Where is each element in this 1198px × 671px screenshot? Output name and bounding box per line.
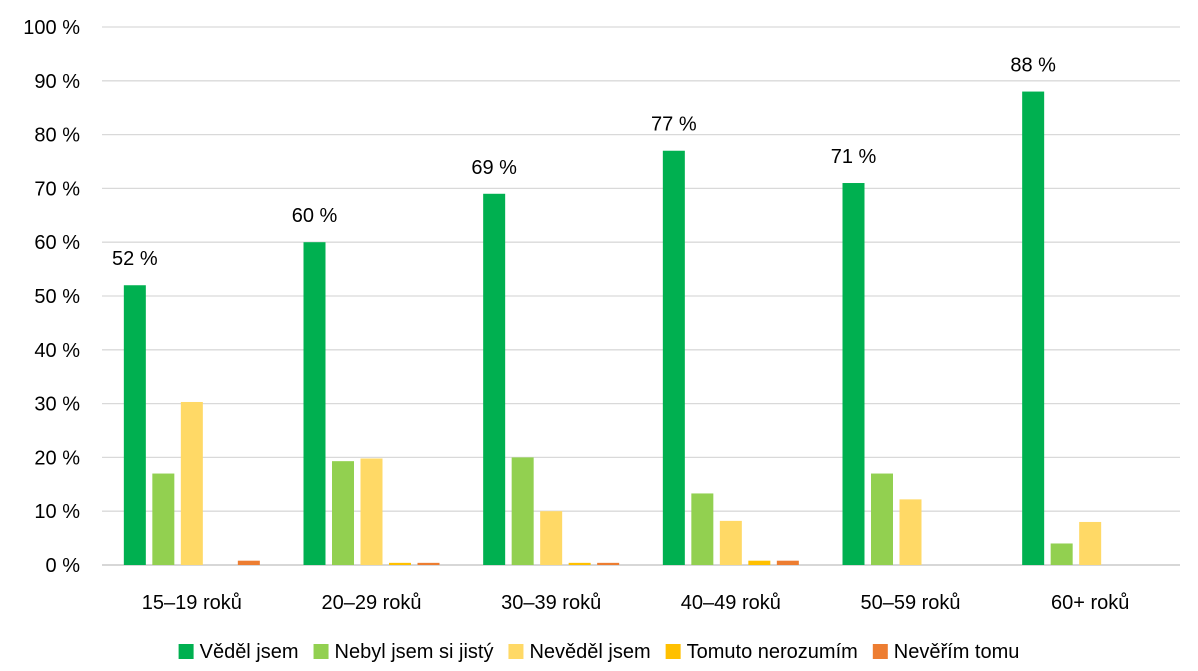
y-tick-label: 80 % <box>34 125 80 147</box>
legend-item: Věděl jsem <box>178 641 299 663</box>
bar <box>180 401 203 565</box>
data-label: 60 % <box>292 205 338 227</box>
legend-label: Věděl jsem <box>200 641 299 663</box>
legend-swatch <box>665 644 681 659</box>
bar <box>237 560 260 565</box>
legend-label: Nebyl jsem si jistý <box>335 641 494 663</box>
x-axis-categories: 15–19 roků 20–29 roků 30–39 roků 40–49 roků… <box>142 592 1130 614</box>
data-label: 88 % <box>1010 55 1056 77</box>
x-category-label: 20–29 roků <box>321 592 421 614</box>
y-tick-label: 90 % <box>34 71 80 93</box>
y-tick-label: 70 % <box>34 178 80 200</box>
bar <box>417 562 440 565</box>
bar <box>748 560 771 565</box>
data-label: 77 % <box>651 114 697 136</box>
x-category-label: 50–59 roků <box>860 592 960 614</box>
y-tick-label: 30 % <box>34 394 80 416</box>
legend-label: Nevěděl jsem <box>529 641 650 663</box>
bar <box>719 520 742 565</box>
bar <box>540 511 563 565</box>
bar <box>303 242 326 565</box>
x-category-label: 60+ roků <box>1051 592 1129 614</box>
legend-item: Tomuto nerozumím <box>665 641 858 663</box>
bar <box>152 473 175 565</box>
x-category-label: 40–49 roků <box>681 592 781 614</box>
y-tick-label: 60 % <box>34 232 80 254</box>
legend-label: Tomuto nerozumím <box>687 641 858 663</box>
bars <box>123 91 1102 566</box>
bar <box>389 562 411 565</box>
legend-swatch <box>508 644 524 659</box>
x-category-label: 15–19 roků <box>142 592 242 614</box>
bar <box>597 562 620 565</box>
data-label: 52 % <box>112 248 158 270</box>
legend-swatch <box>313 644 329 659</box>
bar <box>483 193 506 565</box>
bar <box>871 473 893 565</box>
legend-item: Nevěřím tomu <box>872 641 1020 663</box>
data-label: 69 % <box>471 157 517 179</box>
bar <box>123 285 146 565</box>
y-tick-label: 20 % <box>34 447 80 469</box>
y-tick-label: 100 % <box>23 17 80 39</box>
y-tick-label: 10 % <box>34 501 80 523</box>
bar <box>691 493 714 565</box>
bar <box>360 458 383 565</box>
data-labels: 52 % 60 % 69 % 77 % 71 % 88 % <box>112 55 1056 271</box>
bar <box>1022 91 1045 565</box>
bar <box>332 461 354 565</box>
bar <box>1050 543 1073 565</box>
y-tick-label: 50 % <box>34 286 80 308</box>
y-tick-label: 40 % <box>34 340 80 362</box>
legend: Věděl jsem Nebyl jsem si jistý Nevěděl jse… <box>178 641 1020 663</box>
bar <box>1079 521 1102 565</box>
legend-label: Nevěřím tomu <box>894 641 1020 663</box>
legend-item: Nevěděl jsem <box>508 641 651 663</box>
bar <box>662 150 685 566</box>
legend-swatch <box>872 644 888 659</box>
y-axis-ticks: 0 % 10 % 20 % 30 % 40 % 50 % 60 % 70 % 80 % 90 % 1… <box>23 17 80 577</box>
bar <box>842 183 865 565</box>
x-category-label: 30–39 roků <box>501 592 601 614</box>
legend-swatch <box>178 644 194 659</box>
bar <box>511 457 534 565</box>
y-tick-label: 0 % <box>46 555 81 577</box>
bar <box>899 499 922 565</box>
bar <box>776 560 799 565</box>
legend-item: Nebyl jsem si jistý <box>313 641 494 663</box>
bar <box>568 562 591 565</box>
data-label: 71 % <box>831 146 877 168</box>
gridlines <box>102 26 1180 566</box>
